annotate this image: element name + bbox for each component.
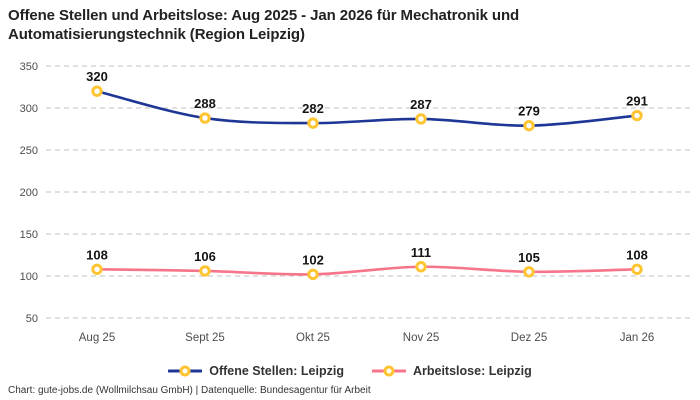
svg-text:150: 150 bbox=[20, 229, 38, 241]
svg-text:Dez 25: Dez 25 bbox=[511, 332, 547, 344]
legend-line-marker-icon bbox=[168, 365, 203, 377]
chart-title-line2: Automatisierungstechnik (Region Leipzig) bbox=[8, 26, 305, 43]
svg-text:279: 279 bbox=[518, 104, 540, 119]
svg-text:102: 102 bbox=[302, 252, 324, 267]
legend: Offene Stellen: Leipzig Arbeitslose: Lei… bbox=[0, 360, 700, 382]
svg-text:100: 100 bbox=[20, 271, 38, 283]
svg-text:50: 50 bbox=[26, 313, 38, 325]
svg-text:350: 350 bbox=[20, 61, 38, 73]
legend-item-arbeitslose[interactable]: Arbeitslose: Leipzig bbox=[371, 364, 532, 378]
svg-text:282: 282 bbox=[302, 101, 324, 116]
svg-text:105: 105 bbox=[518, 250, 540, 265]
svg-text:Aug 25: Aug 25 bbox=[79, 332, 115, 344]
legend-label-arbeitslose: Arbeitslose: Leipzig bbox=[412, 364, 532, 378]
svg-text:Nov 25: Nov 25 bbox=[403, 332, 439, 344]
legend-label-offene-stellen: Offene Stellen: Leipzig bbox=[209, 364, 344, 378]
legend-line-marker-icon bbox=[371, 365, 406, 377]
svg-text:287: 287 bbox=[410, 97, 432, 112]
chart-footer: Chart: gute-jobs.de (Wollmilchsau GmbH) … bbox=[8, 385, 371, 396]
svg-text:106: 106 bbox=[194, 249, 216, 264]
svg-text:288: 288 bbox=[194, 96, 216, 111]
svg-text:250: 250 bbox=[20, 145, 38, 157]
svg-text:111: 111 bbox=[411, 245, 431, 260]
svg-text:291: 291 bbox=[626, 94, 648, 109]
chart-title-line1: Offene Stellen und Arbeitslose: Aug 2025… bbox=[8, 7, 520, 24]
legend-item-offene-stellen[interactable]: Offene Stellen: Leipzig bbox=[168, 364, 344, 378]
svg-text:108: 108 bbox=[626, 247, 648, 262]
svg-text:300: 300 bbox=[20, 103, 38, 115]
svg-text:200: 200 bbox=[20, 187, 38, 199]
svg-text:320: 320 bbox=[86, 69, 108, 84]
chart-title: Offene Stellen und Arbeitslose: Aug 2025… bbox=[8, 6, 519, 44]
svg-text:Sept 25: Sept 25 bbox=[185, 332, 225, 344]
svg-text:Jan 26: Jan 26 bbox=[620, 332, 655, 344]
svg-text:108: 108 bbox=[86, 247, 108, 262]
svg-text:Okt 25: Okt 25 bbox=[296, 332, 330, 344]
